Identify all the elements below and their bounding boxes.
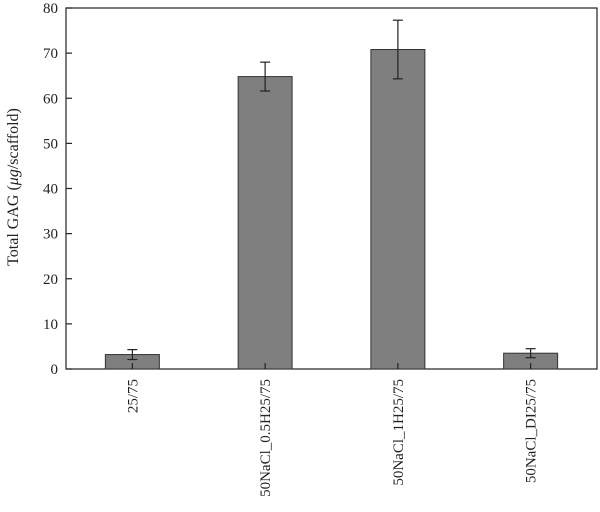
y-tick-label: 60 <box>43 91 58 107</box>
x-tick-label: 25/75 <box>125 379 141 413</box>
y-tick-label: 40 <box>43 182 58 198</box>
y-axis-label: Total GAG (μg/scaffold) <box>5 108 22 266</box>
y-tick-label: 10 <box>43 317 58 333</box>
plot-area: 0 10 20 30 40 50 60 70 80 25/75 50NaCl_0.5H25/75 50… <box>43 1 598 497</box>
y-tick-label: 30 <box>43 227 58 243</box>
x-tick-label: 50NaCl_0.5H25/75 <box>258 379 274 497</box>
y-tick-label: 80 <box>43 1 58 17</box>
y-tick-label: 0 <box>51 362 59 378</box>
y-tick-label: 20 <box>43 272 58 288</box>
bar <box>370 49 426 370</box>
y-tick-label: 50 <box>43 136 58 152</box>
x-tick-label: 50NaCl_DI25/75 <box>524 379 540 483</box>
x-tick-label: 50NaCl_1H25/75 <box>391 379 407 486</box>
bar <box>237 76 293 370</box>
plot-frame <box>65 7 598 370</box>
y-tick-label: 70 <box>43 46 58 62</box>
